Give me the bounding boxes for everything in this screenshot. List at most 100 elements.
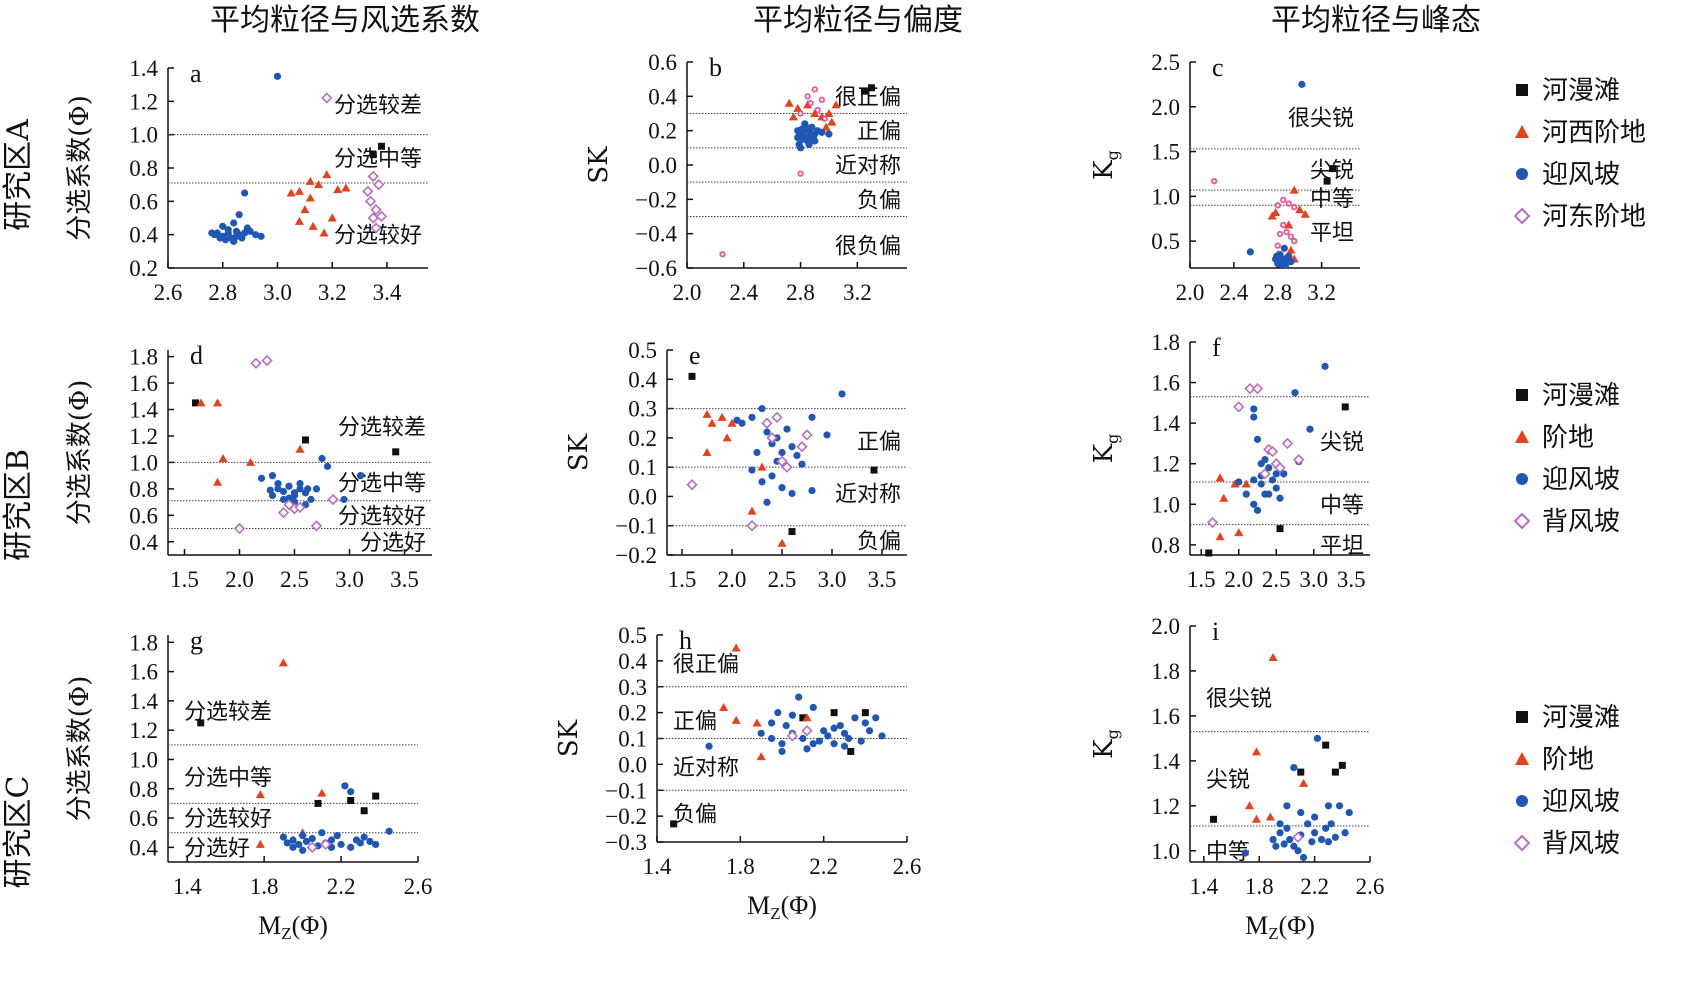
data-point xyxy=(686,479,698,491)
zone-label: 负偏 xyxy=(673,803,717,828)
data-point xyxy=(1274,202,1281,209)
data-point xyxy=(821,115,828,122)
data-point xyxy=(1304,820,1312,828)
data-point xyxy=(333,832,341,840)
x-tick-label: 2.8 xyxy=(208,280,237,305)
data-point xyxy=(758,478,766,486)
legend-label: 阶地 xyxy=(1542,423,1594,453)
data-point xyxy=(321,92,333,104)
y-tick-label: 0.0 xyxy=(648,153,677,178)
data-point xyxy=(1300,209,1310,218)
series-阶地 xyxy=(719,643,812,761)
x-tick-label: 1.8 xyxy=(726,854,755,879)
data-point xyxy=(305,193,315,202)
data-point xyxy=(232,232,241,240)
data-point xyxy=(821,122,831,131)
legend-marker xyxy=(1513,207,1531,225)
data-point xyxy=(246,457,255,466)
data-point xyxy=(1257,480,1265,488)
panel-letter: g xyxy=(190,626,203,655)
series-河西阶地 xyxy=(784,98,841,131)
x-tick-label: 1.5 xyxy=(1187,567,1216,592)
series-迎风坡 xyxy=(279,782,393,854)
data-point xyxy=(1276,525,1284,533)
legend-label: 迎风坡 xyxy=(1542,465,1620,495)
legend-label: 河东阶地 xyxy=(1542,202,1646,232)
data-point xyxy=(768,440,776,448)
data-point xyxy=(799,714,807,722)
y-tick-label: 1.8 xyxy=(129,345,158,370)
y-tick-label: 1.2 xyxy=(129,89,158,114)
data-point xyxy=(782,721,790,730)
series-河漫滩 xyxy=(197,719,380,815)
data-point xyxy=(369,151,377,159)
data-point xyxy=(1234,528,1244,537)
data-point xyxy=(1295,205,1305,214)
series-河漫滩 xyxy=(1205,403,1349,557)
data-point xyxy=(1261,456,1269,464)
data-point xyxy=(1297,808,1305,817)
data-point xyxy=(1284,220,1294,229)
zone-label: 分选中等 xyxy=(338,471,426,496)
data-point xyxy=(1272,484,1280,492)
legend-marker xyxy=(1515,125,1529,138)
data-point xyxy=(327,836,336,844)
data-point xyxy=(367,170,379,182)
legend-marker xyxy=(1515,430,1529,443)
y-axis-label: Kg xyxy=(1089,150,1122,180)
legend-label: 迎风坡 xyxy=(1542,787,1620,817)
data-point xyxy=(1271,207,1281,216)
zone-label: 尖锐 xyxy=(1206,768,1250,793)
data-point xyxy=(768,472,776,480)
data-point xyxy=(323,462,332,470)
data-point xyxy=(836,721,844,730)
data-point xyxy=(781,461,793,473)
data-point xyxy=(1242,490,1250,498)
y-tick-label: 0.8 xyxy=(129,477,158,502)
data-point xyxy=(788,443,796,451)
data-point xyxy=(746,520,758,532)
x-tick-label: 3.0 xyxy=(335,567,364,592)
y-tick-label: 0.2 xyxy=(648,119,677,144)
legend-label: 河西阶地 xyxy=(1542,118,1646,148)
y-axis-label: SK xyxy=(564,433,594,471)
data-point xyxy=(788,112,798,121)
data-point xyxy=(753,448,761,457)
data-point xyxy=(802,713,812,722)
data-point xyxy=(274,479,282,488)
y-tick-label: 2.0 xyxy=(1151,614,1180,639)
data-point xyxy=(1244,383,1256,395)
data-point xyxy=(1322,741,1330,749)
y-tick-label: −0.2 xyxy=(605,804,647,829)
zone-label: 平坦 xyxy=(1320,534,1364,559)
x-tick-label: 1.4 xyxy=(643,854,672,879)
row-title-C: 研究区C xyxy=(1,776,36,889)
y-tick-label: 1.2 xyxy=(1151,794,1180,819)
data-point xyxy=(771,411,783,423)
data-point xyxy=(299,846,307,854)
data-point xyxy=(1285,200,1292,207)
data-point xyxy=(373,179,385,191)
panel-g: 0.40.60.81.01.21.41.61.81.4 1.8 2.2 2.6分选较差… xyxy=(65,626,432,943)
y-tick-label: 0.1 xyxy=(628,455,657,480)
data-point xyxy=(392,448,400,456)
zone-label: 正偏 xyxy=(673,709,717,734)
data-point xyxy=(731,643,741,652)
series-迎风坡 xyxy=(208,72,282,245)
x-tick-label: 3.5 xyxy=(1337,567,1366,592)
x-tick-label: 2.0 xyxy=(1224,567,1253,592)
legend-item: 阶地 xyxy=(1515,423,1594,453)
zone-label: 近对称 xyxy=(835,483,901,508)
y-tick-label: 0.6 xyxy=(129,189,158,214)
legend-marker xyxy=(1516,389,1528,401)
y-tick-label: 0.3 xyxy=(628,397,657,422)
data-point xyxy=(1276,494,1284,502)
data-point xyxy=(1321,362,1329,370)
data-point xyxy=(302,837,311,846)
x-tick-label: 3.4 xyxy=(373,280,402,305)
data-point xyxy=(299,832,307,840)
data-point xyxy=(1276,820,1284,828)
